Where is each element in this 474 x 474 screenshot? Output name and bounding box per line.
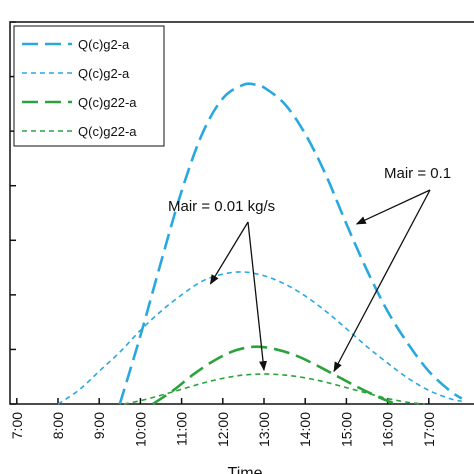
x-tick-label: 7:00 bbox=[9, 412, 25, 439]
x-tick-label: 15:00 bbox=[338, 412, 354, 447]
annotation-arrow bbox=[209, 221, 249, 285]
legend-entry: Q(c)g22-a bbox=[78, 95, 137, 110]
legend-items: Q(c)g2-a Q(c)g2-a Q(c)g22-a Q(c)g22-a bbox=[22, 37, 137, 139]
x-tick-label: 17:00 bbox=[421, 412, 437, 447]
x-tick-label: 14:00 bbox=[297, 412, 313, 447]
x-tick-label: 16:00 bbox=[380, 412, 396, 447]
x-axis-title: Time bbox=[228, 465, 263, 474]
y-axis-ticks bbox=[10, 21, 16, 405]
x-tick-label: 8:00 bbox=[50, 412, 66, 439]
series-line-4 bbox=[123, 373, 425, 405]
legend-entry: Q(c)g22-a bbox=[78, 124, 137, 139]
legend-entry: Q(c)g2-a bbox=[78, 66, 130, 81]
series-line-2 bbox=[57, 271, 462, 405]
x-tick-label: 11:00 bbox=[174, 412, 190, 446]
series-line-1 bbox=[118, 82, 463, 405]
annotation-arrow bbox=[333, 189, 431, 373]
x-tick-label: 9:00 bbox=[91, 412, 107, 439]
annotation-label: Mair = 0.01 kg/s bbox=[168, 198, 275, 215]
x-tick-label: 13:00 bbox=[256, 412, 272, 447]
plot-frame bbox=[9, 21, 474, 405]
series-line-3 bbox=[152, 345, 397, 406]
x-tick-label: 12:00 bbox=[215, 412, 231, 447]
x-axis-ticks: 7:00 8:00 9:00 10:00 11:00 12:00 13:00 14:00 15:… bbox=[9, 398, 437, 447]
annotation-arrow bbox=[247, 221, 268, 372]
annotation-layer: Mair = 0.01 kg/s Mair = 0.1 bbox=[168, 165, 451, 373]
series-layer bbox=[57, 82, 463, 406]
x-tick-label: 10:00 bbox=[132, 412, 148, 447]
annotation-label: Mair = 0.1 bbox=[384, 165, 451, 182]
legend-box bbox=[13, 25, 165, 147]
legend-entry: Q(c)g2-a bbox=[78, 37, 130, 52]
legend: Q(c)g2-a Q(c)g2-a Q(c)g22-a Q(c)g22-a bbox=[13, 25, 165, 147]
annotation-arrow bbox=[355, 189, 431, 225]
